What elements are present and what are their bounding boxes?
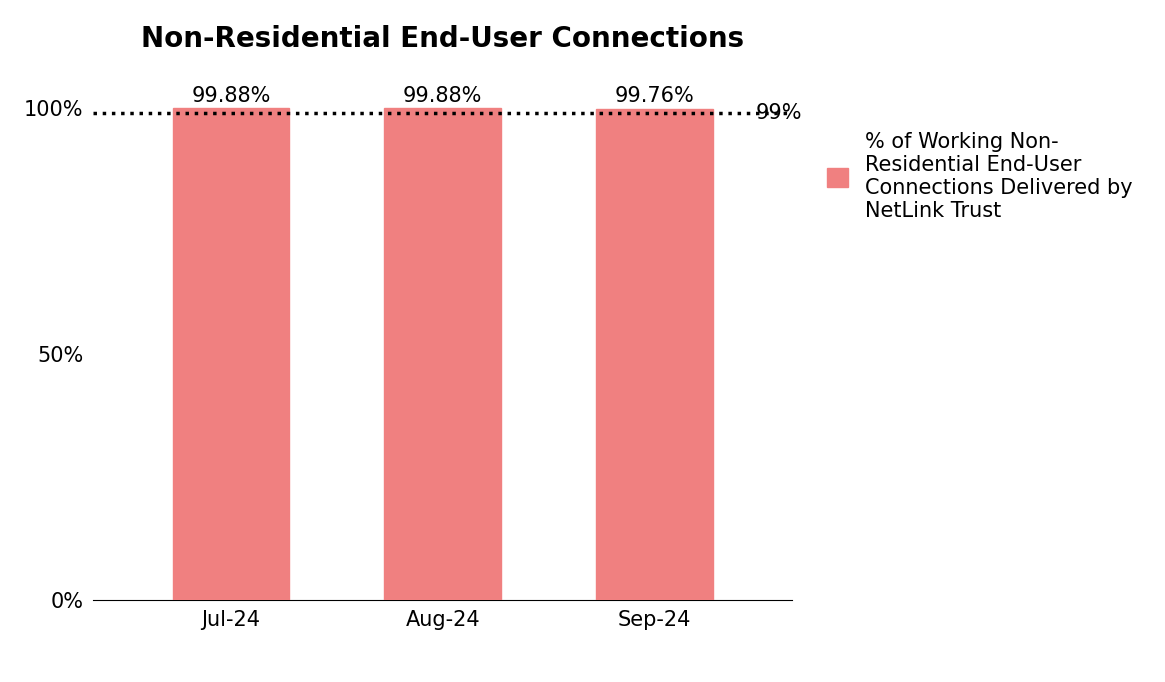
Bar <box>384 108 501 600</box>
Bar <box>596 109 713 600</box>
Bar <box>172 108 289 600</box>
Text: 99.76%: 99.76% <box>615 87 694 106</box>
Text: 99.88%: 99.88% <box>191 86 270 106</box>
Legend: % of Working Non-
Residential End-User
Connections Delivered by
NetLink Trust: % of Working Non- Residential End-User C… <box>817 121 1143 232</box>
Text: 99%: 99% <box>755 102 802 123</box>
Title: Non-Residential End-User Connections: Non-Residential End-User Connections <box>141 25 744 53</box>
Text: 99.88%: 99.88% <box>403 86 482 106</box>
